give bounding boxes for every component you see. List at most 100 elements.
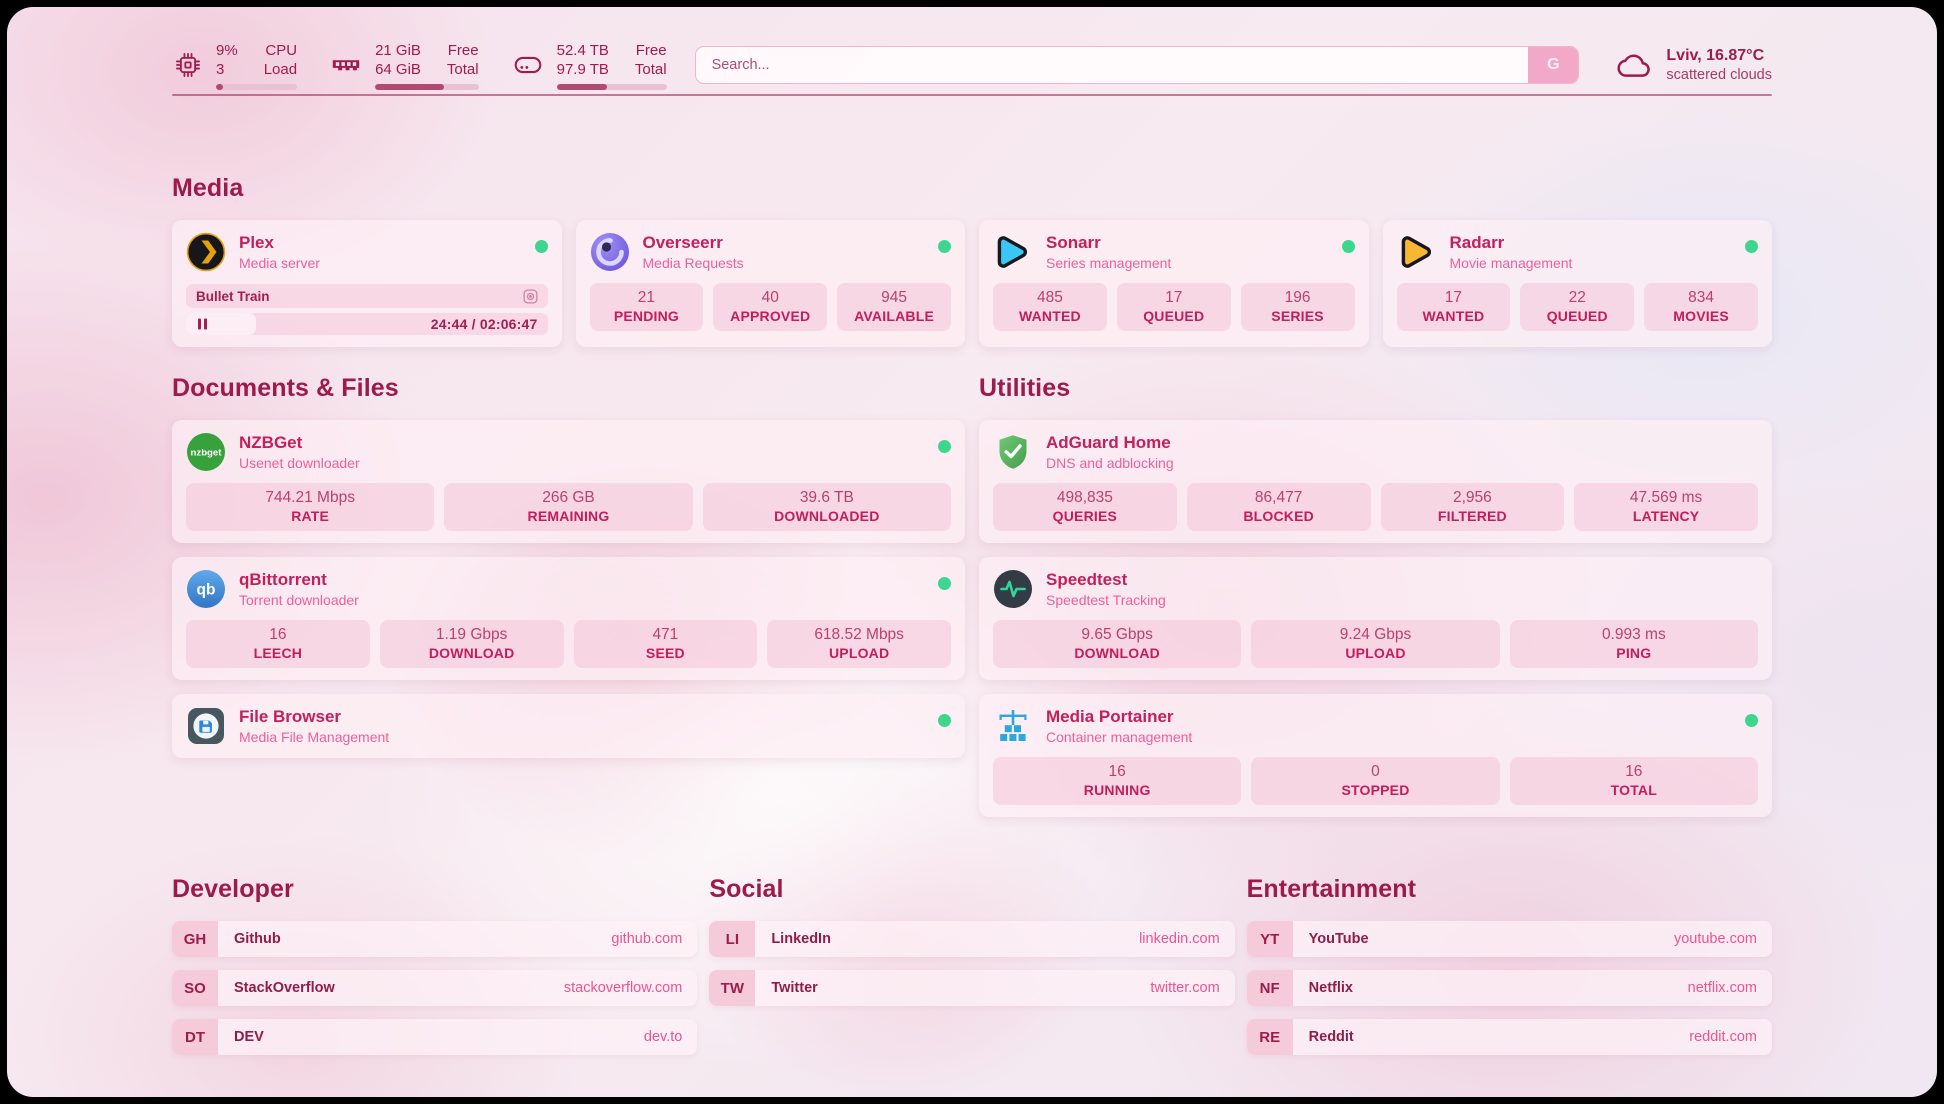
qbittorrent-icon: qb (187, 570, 225, 608)
sonarr-icon (997, 236, 1028, 268)
overseerr-card[interactable]: Overseerr Media Requests 21 PENDING 40 APP… (575, 220, 965, 347)
status-dot (1341, 240, 1355, 253)
link-url: twitter.com (1150, 980, 1220, 996)
svg-text:qb: qb (197, 582, 216, 599)
session-view-icon[interactable] (522, 288, 538, 304)
link-dev[interactable]: DT DEV dev.to (172, 1019, 698, 1055)
search-input[interactable] (695, 57, 1529, 73)
top-bar: 9% 3 CPU Load (7, 7, 1937, 94)
link-name: DEV (234, 1029, 264, 1045)
link-stackoverflow[interactable]: SO StackOverflow stackoverflow.com (172, 970, 698, 1006)
link-abbr: LI (709, 921, 756, 957)
utilities-section: Utilities AdGuard Home DNS (979, 374, 1772, 817)
stat-wanted: 485 WANTED (993, 283, 1107, 331)
qbittorrent-card[interactable]: qb qBittorrent Torrent downloader 16 LEEC… (172, 557, 965, 680)
link-name: StackOverflow (234, 980, 335, 996)
stat-filtered: 2,956 FILTERED (1380, 483, 1565, 531)
cpu-load-label: Load (263, 60, 298, 78)
card-title: Plex (239, 233, 274, 252)
stat-movies: 834 MOVIES (1644, 283, 1758, 331)
entertainment-heading: Entertainment (1246, 875, 1417, 903)
link-twitter[interactable]: TW Twitter twitter.com (709, 970, 1235, 1006)
link-abbr: DT (172, 1019, 218, 1055)
stat-remaining: 266 GB REMAINING (444, 483, 693, 531)
adguard-icon (999, 435, 1027, 469)
link-abbr: TW (709, 970, 756, 1006)
filebrowser-card[interactable]: File Browser Media File Management (172, 694, 965, 758)
link-github[interactable]: GH Github github.com (172, 921, 698, 957)
social-heading: Social (709, 875, 784, 903)
weather-summary: Lviv, 16.87°C (1666, 47, 1765, 64)
weather-condition: scattered clouds (1666, 67, 1772, 83)
card-title: NZBGet (239, 433, 303, 452)
cpu-label: CPU (265, 41, 298, 59)
stat-upload: 618.52 Mbps UPLOAD (767, 620, 951, 668)
cpu-widget: 9% 3 CPU Load (172, 41, 298, 90)
link-url: youtube.com (1673, 931, 1757, 947)
memory-widget: 21 GiB 64 GiB Free Total (329, 41, 479, 90)
entertainment-section: Entertainment YT YouTube youtube.com NF … (1246, 875, 1772, 1055)
playback-progressbar: 24:44 / 02:06:47 (186, 313, 548, 335)
card-title: AdGuard Home (1046, 433, 1171, 452)
link-url: dev.to (643, 1029, 683, 1045)
sonarr-card[interactable]: Sonarr Series management 485 WANTED 17 QUE… (979, 220, 1369, 347)
link-linkedin[interactable]: LI LinkedIn linkedin.com (709, 921, 1235, 957)
system-stats: 9% 3 CPU Load (172, 41, 667, 90)
link-netflix[interactable]: NF Netflix netflix.com (1246, 970, 1772, 1006)
status-dot (1745, 714, 1758, 727)
stat-download: 9.65 Gbps DOWNLOAD (993, 620, 1242, 668)
developer-heading: Developer (172, 875, 294, 903)
speedtest-card[interactable]: Speedtest Speedtest Tracking 9.65 Gbps DO… (979, 557, 1772, 680)
card-title: Overseerr (642, 233, 723, 252)
nzbget-card[interactable]: nzbget NZBGet Usenet downloader 744.21 M… (172, 420, 965, 543)
memory-total-label: Total (446, 60, 479, 78)
search-bar: G (694, 46, 1580, 84)
link-youtube[interactable]: YT YouTube youtube.com (1246, 921, 1772, 957)
link-reddit[interactable]: RE Reddit reddit.com (1246, 1019, 1772, 1055)
stat-stopped: 0 STOPPED (1251, 757, 1500, 805)
status-dot (938, 577, 951, 590)
link-url: reddit.com (1689, 1029, 1757, 1045)
link-url: stackoverflow.com (563, 980, 683, 996)
media-heading: Media (172, 174, 244, 202)
memory-free: 21 GiB (375, 41, 421, 59)
stat-total: 16 TOTAL (1509, 757, 1758, 805)
adguard-card[interactable]: AdGuard Home DNS and adblocking 498,835 Q… (979, 420, 1772, 543)
link-url: github.com (611, 931, 683, 947)
storage-progressbar (556, 83, 667, 90)
card-subtitle: Container management (1046, 729, 1193, 745)
link-name: Netflix (1308, 980, 1353, 996)
pause-button[interactable] (198, 318, 207, 330)
card-subtitle: Torrent downloader (239, 592, 359, 608)
memory-progressbar (375, 83, 479, 90)
stat-wanted: 17 WANTED (1396, 283, 1511, 331)
search-engine-button[interactable]: G (1528, 47, 1579, 83)
cpu-chip-icon (176, 53, 200, 77)
stat-upload: 9.24 Gbps UPLOAD (1251, 620, 1500, 668)
radarr-card[interactable]: Radarr Movie management 17 WANTED 22 QUEUE… (1382, 220, 1772, 347)
plex-card[interactable]: Plex Media server Bullet Train (172, 220, 562, 347)
portainer-card[interactable]: Media Portainer Container management 16 R… (979, 694, 1772, 817)
header-divider (172, 94, 1772, 96)
svg-text:nzbget: nzbget (191, 448, 223, 459)
cloud-icon (1617, 54, 1651, 77)
link-name: Reddit (1308, 1029, 1354, 1045)
card-subtitle: DNS and adblocking (1046, 455, 1174, 471)
documents-heading: Documents & Files (172, 374, 399, 402)
status-dot (938, 714, 951, 727)
dashboard-page: 9% 3 CPU Load (7, 7, 1937, 1097)
card-title: Radarr (1449, 233, 1505, 252)
developer-section: Developer GH Github github.com SO StackO… (172, 875, 698, 1055)
cpu-progressbar (216, 83, 298, 90)
card-subtitle: Movie management (1449, 255, 1573, 271)
speedtest-icon (994, 570, 1032, 608)
ram-icon (332, 60, 360, 71)
stat-queued: 22 QUEUED (1520, 283, 1635, 331)
link-name: LinkedIn (771, 931, 831, 947)
storage-free: 52.4 TB (556, 41, 609, 59)
storage-widget: 52.4 TB 97.9 TB Free Total (511, 41, 667, 90)
stat-download: 1.19 Gbps DOWNLOAD (379, 620, 564, 668)
stat-leech: 16 LEECH (186, 620, 370, 668)
card-title: Media Portainer (1046, 707, 1174, 726)
storage-total: 97.9 TB (556, 60, 609, 78)
